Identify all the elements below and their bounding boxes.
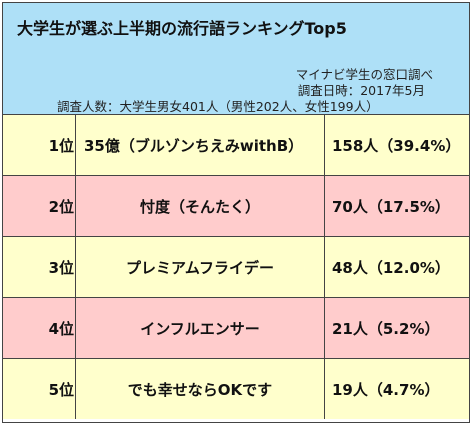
rank-cell: 2位 [3, 176, 76, 236]
rank-cell: 4位 [3, 298, 76, 358]
word-cell: でも幸せならOKです [76, 359, 325, 419]
count-cell: 21人（5.2%） [332, 319, 440, 338]
word-cell: 35億（ブルゾンちえみwithB） [76, 115, 325, 175]
survey-respondents: 調査人数：大学生男女401人（男性202人、女性199人） [57, 99, 379, 114]
survey-date: 調査日時：2017年5月 [297, 83, 425, 98]
ranking-row-3: 3位 プレミアムフライデー 48人（12.0%） [3, 237, 469, 298]
word-cell: インフルエンサー [76, 298, 325, 358]
rank-cell: 5位 [3, 359, 76, 419]
ranking-row-4: 4位 インフルエンサー 21人（5.2%） [3, 298, 469, 359]
ranking-row-5: 5位 でも幸せならOKです 19人（4.7%） [3, 359, 469, 419]
table-title: 大学生が選ぶ上半期の流行語ランキングTop5 [17, 19, 347, 38]
word-cell: プレミアムフライデー [76, 237, 325, 297]
survey-source: マイナビ学生の窓口調べ [295, 67, 433, 82]
ranking-row-1: 1位 35億（ブルゾンちえみwithB） 158人（39.4%） [3, 115, 469, 176]
count-cell: 48人（12.0%） [332, 258, 450, 277]
count-cell: 158人（39.4%） [332, 136, 461, 155]
rank-cell: 3位 [3, 237, 76, 297]
rank-cell: 1位 [3, 115, 76, 175]
ranking-row-2: 2位 忖度（そんたく） 70人（17.5%） [3, 176, 469, 237]
count-cell: 70人（17.5%） [332, 197, 450, 216]
ranking-table: 大学生が選ぶ上半期の流行語ランキングTop5 マイナビ学生の窓口調べ 調査日時：… [2, 2, 470, 423]
word-cell: 忖度（そんたく） [76, 176, 325, 236]
table-header: 大学生が選ぶ上半期の流行語ランキングTop5 マイナビ学生の窓口調べ 調査日時：… [3, 3, 469, 115]
count-cell: 19人（4.7%） [332, 380, 440, 399]
